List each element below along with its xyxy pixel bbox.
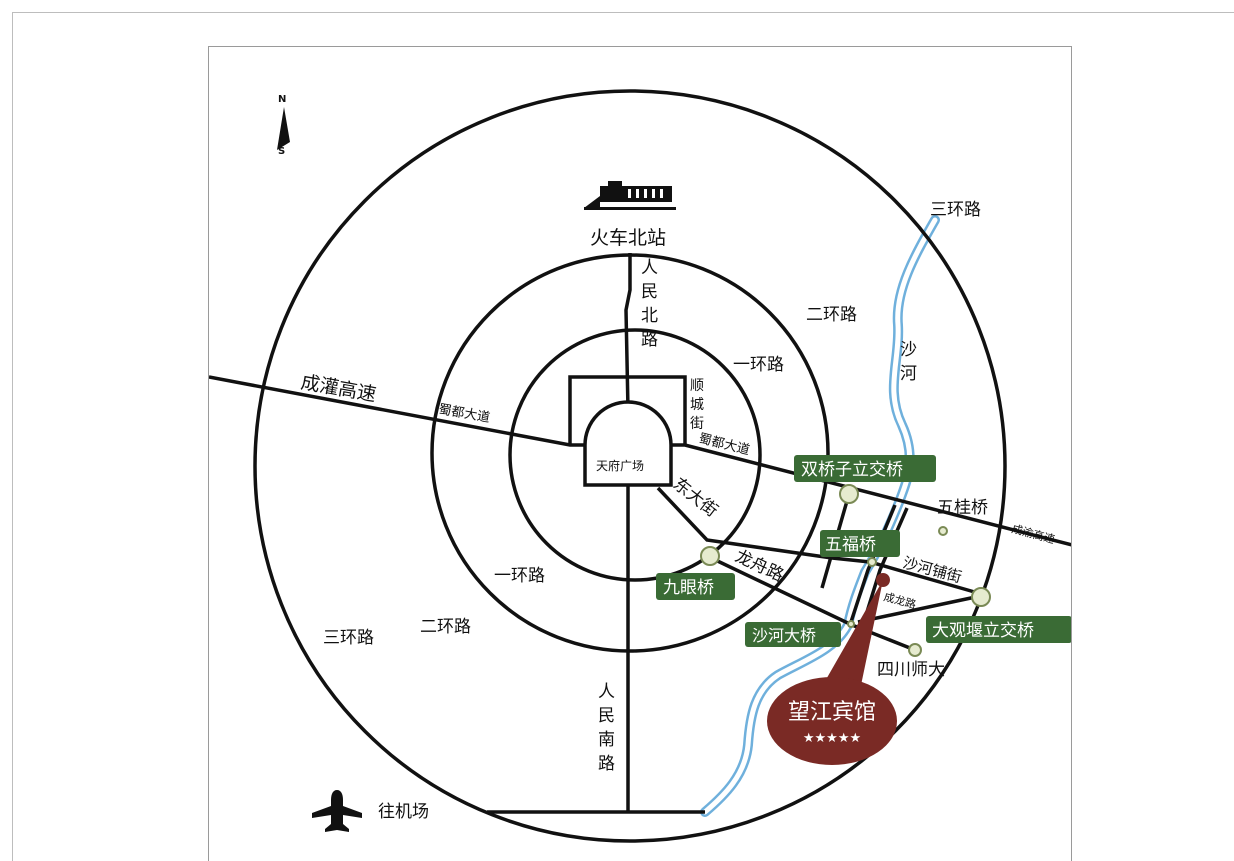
shahe-east-road: [848, 504, 897, 626]
tianfu-square-outline: [583, 400, 673, 487]
hotel-location-dot: [876, 573, 890, 587]
jiuyan-tag: [656, 573, 735, 600]
second-ring-label-n: 二环路: [806, 305, 857, 325]
renmin-south-char-4: 路: [598, 754, 615, 774]
shahe-bridge-tag-label: 沙河大桥: [752, 626, 816, 645]
chengyu-label: 成渝高速: [1010, 521, 1056, 546]
chenglong-road: [857, 593, 986, 624]
renmin-south-char-3: 南: [598, 730, 615, 750]
train-station-label: 火车北站: [590, 227, 666, 249]
second-ring-label-s: 二环路: [420, 617, 471, 637]
renmin-south-char-2: 民: [598, 706, 615, 726]
airplane-icon: [312, 790, 362, 832]
shuncheng-char-2: 城: [690, 397, 704, 413]
dongda-label: 东大街: [669, 474, 722, 521]
third-ring-label-sw: 三环路: [323, 628, 374, 648]
compass-needle-icon: [277, 107, 290, 150]
daguanyan-node: [971, 587, 991, 607]
first-ring-road: [508, 328, 762, 582]
renmin-north-char-1: 人: [641, 258, 658, 278]
compass-north-label: N: [278, 94, 286, 105]
daguanyan-tag: [926, 616, 1071, 643]
third-ring-label-ne: 三环路: [930, 200, 981, 220]
shahe-bridge-tag: [745, 622, 841, 647]
sichuan-normal-node: [908, 643, 922, 657]
tianfu-square-label: 天府广场: [596, 458, 644, 473]
daguanyan-tag-label: 大观堰立交桥: [932, 621, 1034, 641]
shuangqiaozi-tag-label: 双桥子立交桥: [801, 460, 903, 480]
shahe-bridge-node: [847, 620, 855, 628]
airport-label: 往机场: [378, 802, 429, 822]
renmin-north-char-2: 民: [641, 282, 658, 302]
wuguiqiao-label: 五桂桥: [937, 498, 988, 518]
shuncheng-char-3: 街: [690, 416, 704, 432]
renmin-north-road: [624, 253, 632, 411]
chenglong-label: 成龙路: [882, 590, 917, 611]
compass-south-label: S: [278, 146, 285, 157]
first-ring-label-n: 一环路: [733, 355, 784, 375]
shahe-river-char-2: 河: [900, 364, 917, 384]
jiuyan-tag-label: 九眼桥: [663, 578, 714, 598]
hotel-name: 望江宾馆: [788, 700, 876, 725]
wufu-tag-label: 五福桥: [825, 535, 876, 555]
shuncheng-char-1: 顺: [690, 378, 704, 394]
wufu-tag: [820, 530, 900, 557]
train-icon: [584, 181, 676, 210]
map-frame: [208, 46, 1072, 861]
first-ring-label-s: 一环路: [494, 566, 545, 586]
renmin-south-char-1: 人: [598, 682, 615, 702]
hotel-pointer: [820, 580, 883, 690]
shuangqiaozi-node: [839, 484, 859, 504]
shuangqiaozi-tag: [794, 455, 936, 482]
longzhou-road: [706, 554, 853, 627]
dongda-street: [656, 486, 833, 560]
sichuan-normal-label: 四川师大: [877, 660, 945, 680]
wuguiqiao-node: [938, 526, 948, 536]
hotel-stars: ★★★★★: [803, 731, 861, 746]
third-ring-road: [253, 89, 1007, 843]
shahe-river-char-1: 沙: [900, 340, 917, 360]
hotel-badge: [767, 677, 897, 765]
renmin-north-char-4: 路: [641, 330, 658, 350]
compass: N S: [277, 94, 290, 157]
wufu-node: [867, 557, 877, 567]
jiuyan-node: [700, 546, 720, 566]
outer-frame: [12, 12, 1234, 861]
renmin-north-char-3: 北: [641, 306, 658, 326]
shuncheng-street: [568, 375, 687, 445]
